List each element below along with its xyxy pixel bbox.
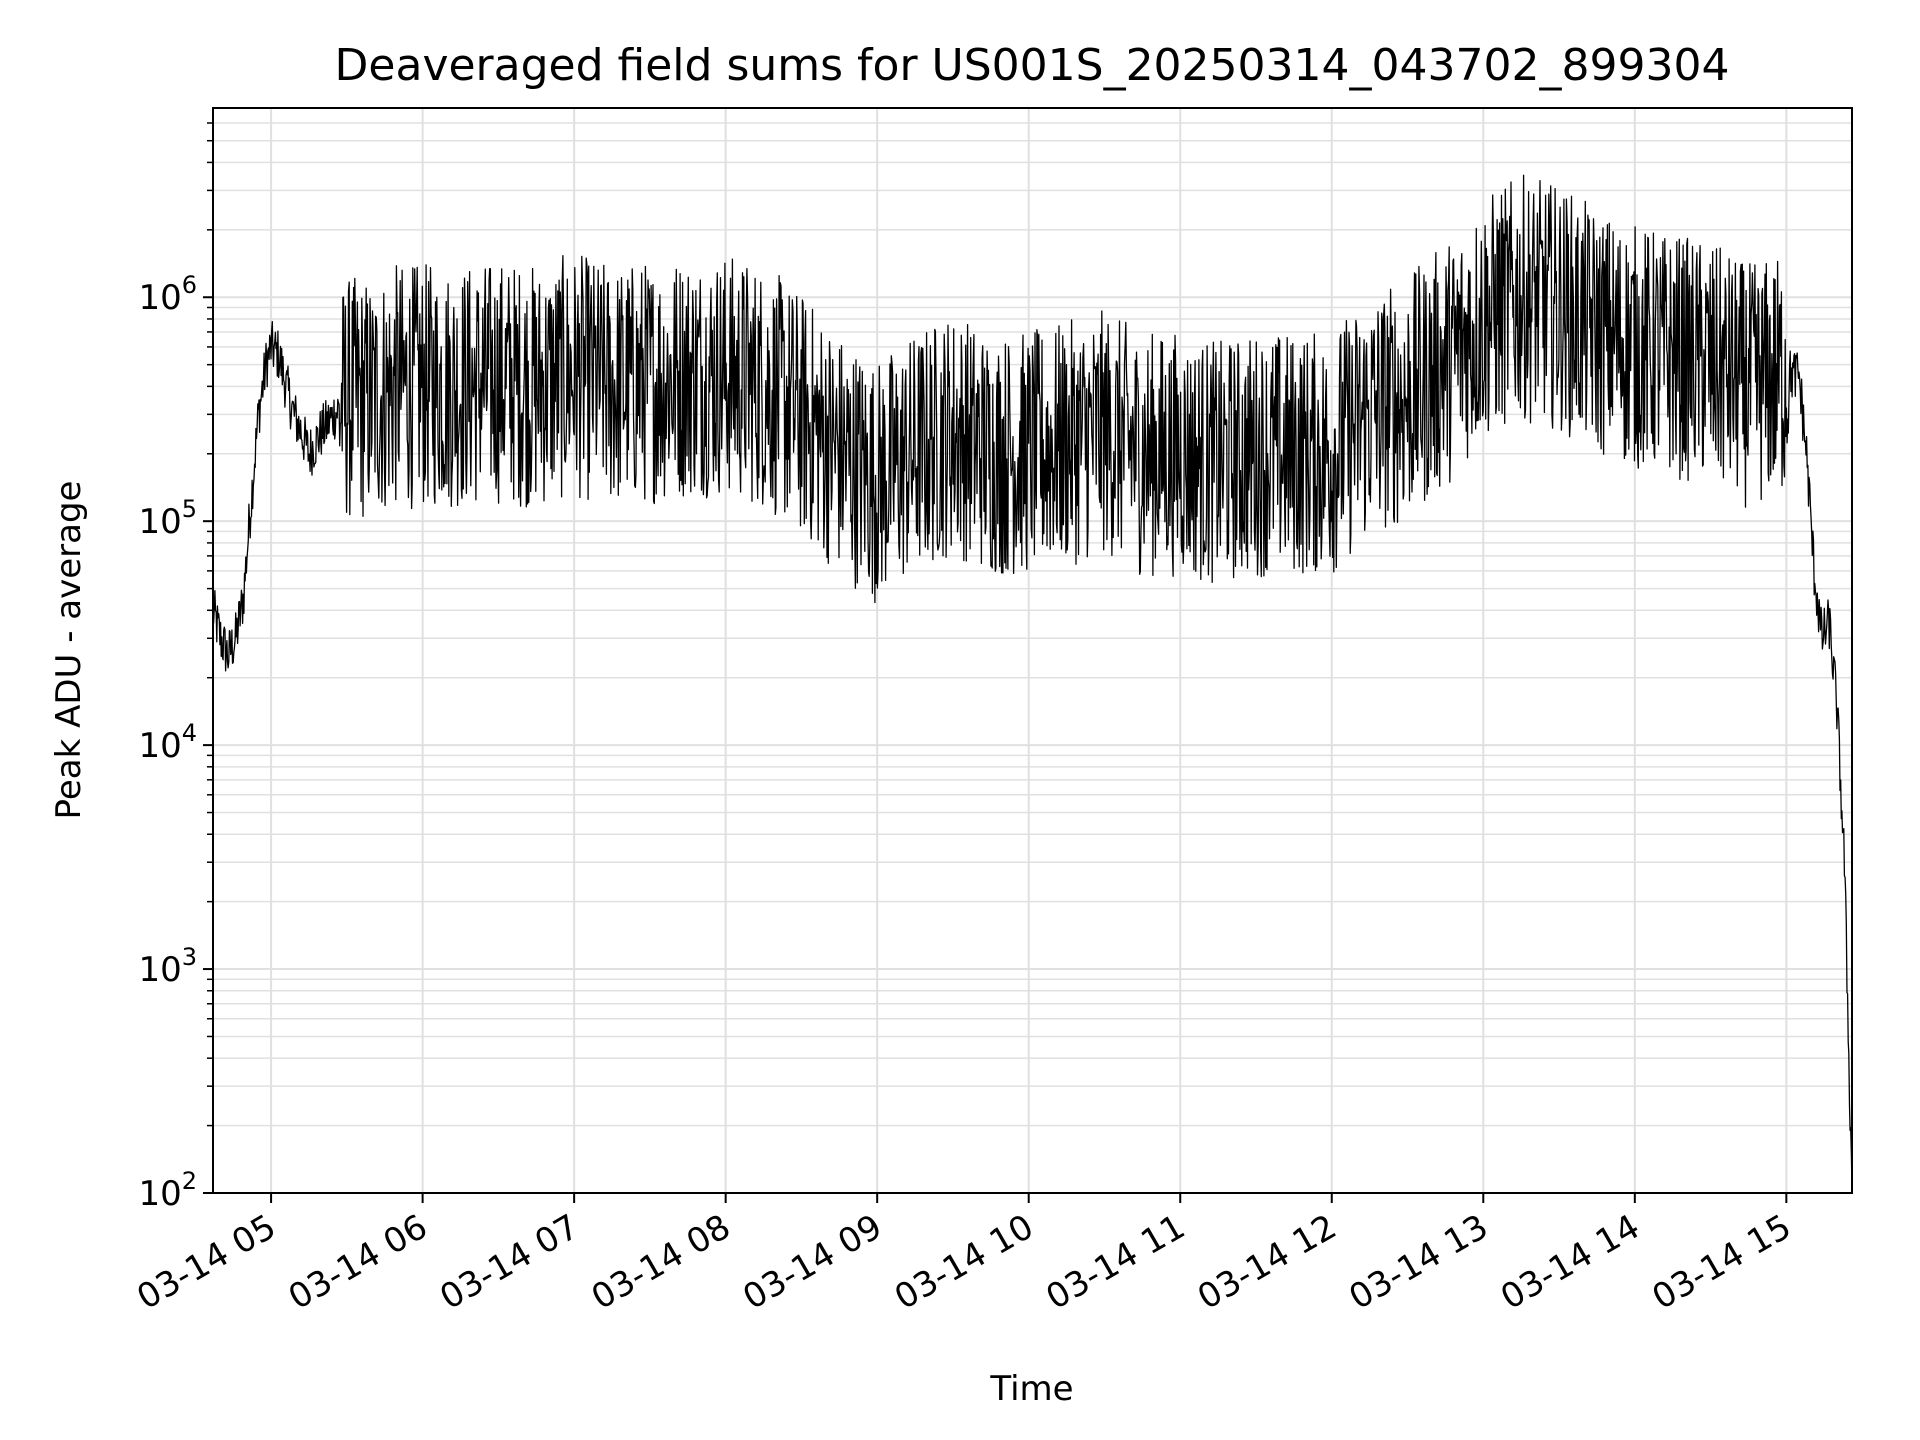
- y-axis-label: Peak ADU - average: [49, 481, 89, 820]
- chart-title: Deaveraged field sums for US001S_2025031…: [335, 40, 1730, 91]
- grid-layer: [213, 108, 1852, 1194]
- y-tick-label: 106: [138, 271, 197, 318]
- y-tick-label: 103: [138, 943, 197, 990]
- y-tick-label: 105: [138, 495, 197, 542]
- plot-frame: [212, 107, 1853, 1194]
- series-line: [212, 174, 1853, 1194]
- y-tick-label: 104: [138, 719, 197, 766]
- y-tick-label: 102: [138, 1167, 197, 1214]
- series-layer: [212, 174, 1853, 1194]
- x-axis-label: Time: [989, 1369, 1073, 1409]
